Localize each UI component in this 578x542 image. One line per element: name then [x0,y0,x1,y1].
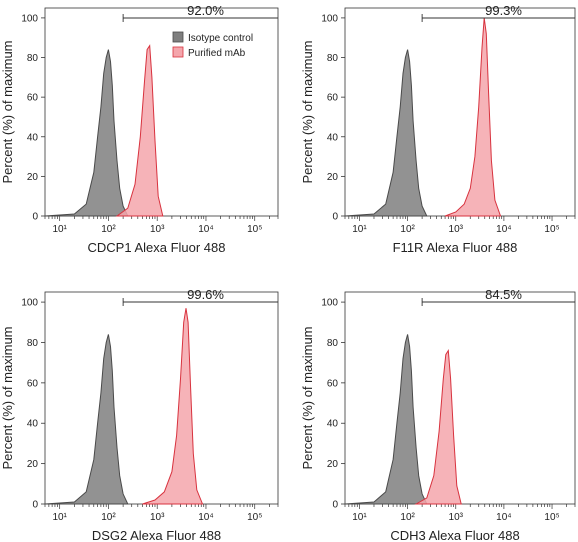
x-tick-label: 10² [400,512,415,523]
x-tick-label: 10¹ [352,512,367,523]
histogram-panel: 0 20 40 60 80 100 10¹ 10² 10³ 10⁴ 10⁵ 99.3% F11R Ale… [300,3,576,255]
y-tick-label: 40 [327,132,339,143]
y-tick-label: 60 [27,378,39,389]
x-tick-label: 10³ [449,224,464,235]
x-tick-label: 10³ [150,224,165,235]
y-axis-label: Percent (%) of maximum [0,326,15,469]
x-tick-label: 10⁵ [247,224,262,235]
x-tick-label: 10² [400,224,415,235]
y-axis-label: Percent (%) of maximum [0,40,15,183]
x-tick-label: 10⁵ [247,512,262,523]
x-axis-label: CDCP1 Alexa Fluor 488 [87,240,225,255]
x-axis-label: DSG2 Alexa Fluor 488 [92,528,221,542]
y-tick-label: 100 [21,13,38,24]
x-tick-label: 10² [101,224,116,235]
y-tick-label: 40 [27,132,39,143]
plot-frame [44,291,279,505]
y-tick-label: 80 [27,338,39,349]
y-tick-label: 20 [327,172,339,183]
y-tick-label: 0 [32,212,38,223]
y-tick-label: 0 [332,500,338,511]
isotype-histogram [344,49,428,217]
x-tick-label: 10² [101,512,116,523]
mab-histogram [115,44,164,217]
x-tick-label: 10⁵ [544,224,559,235]
y-axis-label: Percent (%) of maximum [300,40,315,183]
histogram-panel: 0 20 40 60 80 100 10¹ 10² 10³ 10⁴ 10⁵ 84.5% CDH3 Ale… [300,287,576,542]
legend-swatch [172,46,184,58]
x-tick-label: 10¹ [352,224,367,235]
x-tick-label: 10⁴ [496,224,511,235]
mab-histogram [414,349,462,505]
x-tick-label: 10³ [150,512,165,523]
mab-histogram [444,17,502,217]
isotype-histogram [44,334,129,505]
legend-swatch [172,31,184,43]
y-tick-label: 60 [27,93,39,104]
y-tick-label: 100 [21,298,38,309]
y-axis-label: Percent (%) of maximum [300,326,315,469]
histogram-panel: 0 20 40 60 80 100 10¹ 10² 10³ 10⁴ 10⁵ 99.6% DSG2 Ale… [0,287,279,542]
mab-histogram [142,308,204,505]
y-tick-label: 40 [27,419,39,430]
y-tick-label: 60 [327,378,339,389]
histogram-panel: 0 20 40 60 80 100 10¹ 10² 10³ 10⁴ 10⁵ 92.0% CDCP1 Al… [0,3,279,255]
x-tick-label: 10³ [449,512,464,523]
y-tick-label: 20 [327,459,339,470]
y-tick-label: 0 [332,212,338,223]
y-tick-label: 80 [327,53,339,64]
x-axis-label: F11R Alexa Fluor 488 [393,240,518,255]
x-tick-label: 10⁴ [496,512,511,523]
gate-percentage: 84.5% [485,287,522,302]
gate-percentage: 92.0% [187,3,224,18]
legend: Isotype control Purified mAb [172,31,253,59]
y-tick-label: 60 [327,93,339,104]
plot-frame [344,7,576,217]
y-tick-label: 40 [327,419,339,430]
y-tick-label: 20 [27,459,39,470]
legend-entry: Purified mAb [188,48,246,59]
x-tick-label: 10⁴ [198,512,213,523]
x-tick-label: 10⁵ [544,512,559,523]
y-tick-label: 100 [321,298,338,309]
y-tick-label: 100 [321,13,338,24]
gate-percentage: 99.6% [187,287,224,302]
x-tick-label: 10¹ [52,224,67,235]
y-tick-label: 0 [32,500,38,511]
isotype-histogram [344,334,428,505]
isotype-histogram [44,49,129,217]
y-tick-label: 80 [27,53,39,64]
x-tick-label: 10¹ [52,512,67,523]
x-tick-label: 10⁴ [198,224,213,235]
y-tick-label: 80 [327,338,339,349]
gate-percentage: 99.3% [485,3,522,18]
plot-frame [344,291,576,505]
legend-entry: Isotype control [188,33,253,44]
y-tick-label: 20 [27,172,39,183]
x-axis-label: CDH3 Alexa Fluor 488 [390,528,519,542]
